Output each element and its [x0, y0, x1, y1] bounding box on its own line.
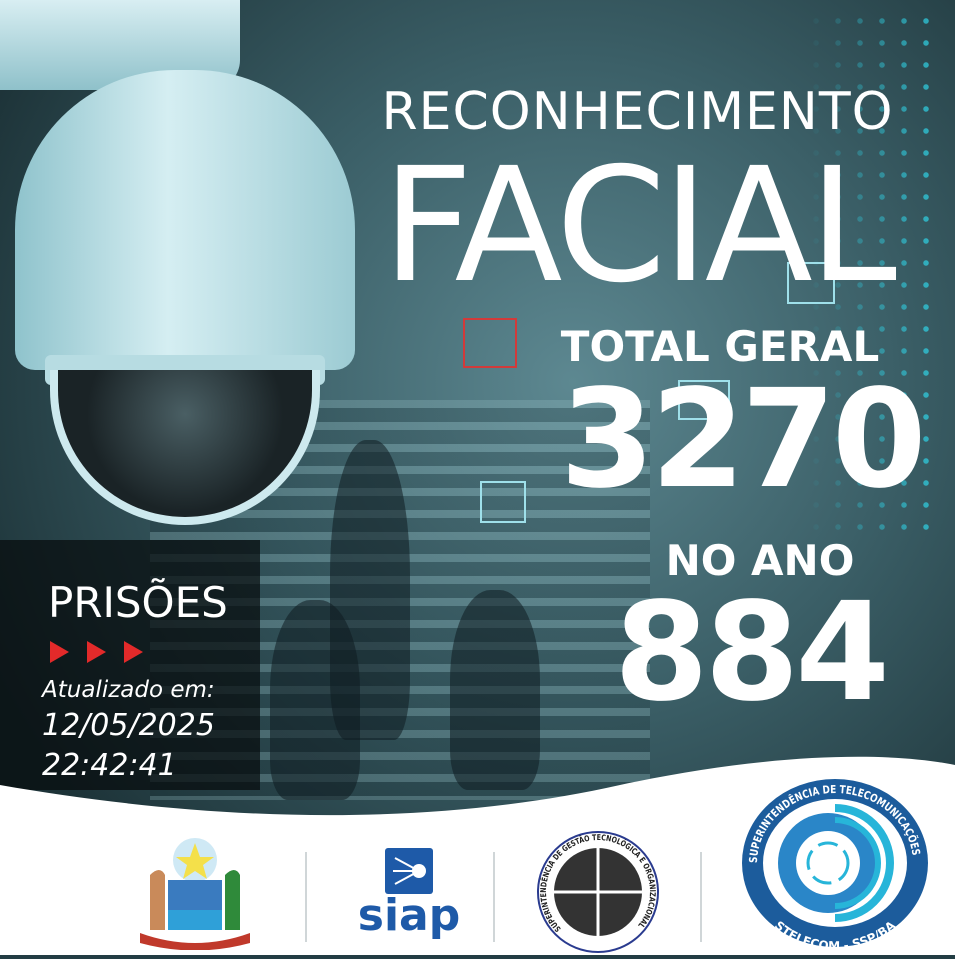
face-detection-box [480, 481, 526, 523]
updated-time: 22:42:41 [42, 748, 177, 783]
total-label: TOTAL GERAL [560, 322, 880, 371]
person-silhouette [450, 590, 540, 790]
total-value: 3270 [560, 361, 927, 519]
dark-panel [0, 540, 260, 790]
title-line2: FACIAL [382, 134, 897, 318]
face-detection-box [678, 380, 730, 420]
title-line1: RECONHECIMENTO [381, 82, 894, 142]
year-value: 884 [614, 574, 890, 732]
play-arrow-icon [50, 641, 69, 663]
divider [700, 852, 702, 942]
updated-label: Atualizado em: [42, 677, 215, 703]
face-detection-box [463, 318, 517, 368]
arrow-icons [50, 641, 161, 667]
updated-date: 12/05/2025 [42, 708, 215, 743]
dot-pattern [805, 10, 945, 530]
bahia-coat-of-arms-logo [130, 825, 260, 951]
divider [305, 852, 307, 942]
stelecom-logo: SUPERINTENDÊNCIA DE TELECOMUNICAÇÕES STE… [740, 778, 930, 953]
siap-wordmark: siap [357, 890, 461, 941]
arrests-label: PRISÕES [48, 578, 228, 627]
security-camera-image [0, 0, 360, 530]
play-arrow-icon [124, 641, 143, 663]
sgto-logo: SUPERINTENDÊNCIA DE GESTÃO TECNOLÓGICA E… [533, 830, 663, 955]
year-label: NO ANO [665, 536, 855, 585]
network-icon [385, 848, 433, 894]
play-arrow-icon [87, 641, 106, 663]
siap-logo: siap [348, 848, 470, 948]
person-silhouette [270, 600, 360, 800]
divider [493, 852, 495, 942]
face-detection-box [787, 262, 835, 304]
